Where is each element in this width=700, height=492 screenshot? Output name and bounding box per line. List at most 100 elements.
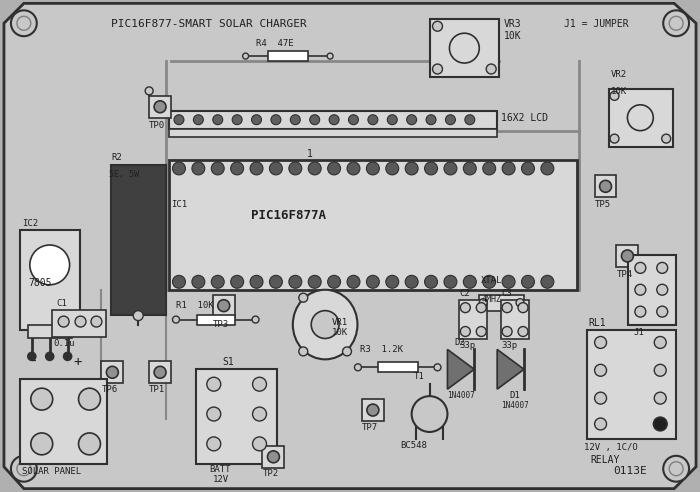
Circle shape (17, 16, 31, 30)
Circle shape (518, 327, 528, 337)
Circle shape (31, 388, 52, 410)
Text: R4  47E: R4 47E (256, 39, 293, 48)
Text: 1: 1 (307, 149, 313, 158)
Text: 7805: 7805 (28, 278, 52, 288)
Text: C3: C3 (501, 289, 512, 298)
Circle shape (465, 115, 475, 124)
Text: VR3: VR3 (504, 19, 522, 30)
Circle shape (106, 367, 118, 378)
Text: IC1: IC1 (171, 200, 187, 209)
Circle shape (289, 162, 302, 175)
Circle shape (193, 115, 203, 124)
Text: J1 = JUMPER: J1 = JUMPER (564, 19, 629, 30)
Circle shape (28, 352, 36, 360)
Circle shape (243, 53, 248, 59)
Circle shape (211, 276, 224, 288)
Circle shape (483, 162, 496, 175)
Circle shape (654, 392, 666, 404)
Circle shape (172, 316, 179, 323)
Bar (587, 330, 676, 439)
Circle shape (31, 433, 52, 455)
Text: T1: T1 (414, 372, 425, 381)
Circle shape (502, 276, 515, 288)
Polygon shape (447, 349, 475, 389)
Text: 10K: 10K (332, 328, 348, 337)
Text: R1  10K: R1 10K (176, 301, 214, 309)
Circle shape (594, 418, 606, 430)
Circle shape (312, 310, 339, 338)
Bar (608, 89, 673, 147)
Circle shape (461, 303, 470, 312)
Text: 0113E: 0113E (613, 466, 648, 476)
Circle shape (367, 404, 379, 416)
Circle shape (252, 316, 259, 323)
Text: 5E, 5W: 5E, 5W (109, 170, 139, 180)
Circle shape (405, 162, 418, 175)
Text: R2: R2 (111, 154, 122, 162)
Circle shape (206, 407, 220, 421)
Circle shape (610, 92, 619, 100)
Circle shape (434, 364, 441, 371)
Circle shape (206, 377, 220, 391)
Circle shape (486, 64, 496, 74)
Circle shape (663, 10, 689, 36)
Bar (52, 309, 106, 338)
Bar (169, 111, 497, 129)
Circle shape (622, 250, 634, 262)
Text: D2: D2 (454, 338, 466, 347)
Circle shape (653, 417, 667, 431)
Circle shape (425, 162, 438, 175)
Circle shape (299, 293, 308, 302)
Text: 33p: 33p (459, 341, 475, 350)
Circle shape (461, 327, 470, 337)
Circle shape (522, 276, 535, 288)
Circle shape (433, 64, 442, 74)
Circle shape (444, 162, 457, 175)
Circle shape (206, 437, 220, 451)
Circle shape (253, 437, 267, 451)
Circle shape (270, 162, 282, 175)
Circle shape (270, 276, 282, 288)
Circle shape (271, 115, 281, 124)
Circle shape (502, 303, 512, 312)
Circle shape (232, 115, 242, 124)
Circle shape (145, 87, 153, 95)
Circle shape (46, 352, 54, 360)
Bar (430, 19, 499, 77)
Bar (501, 300, 529, 339)
Circle shape (64, 352, 71, 360)
Text: R3  1.2K: R3 1.2K (360, 345, 403, 354)
Circle shape (426, 115, 436, 124)
Circle shape (405, 276, 418, 288)
Text: VR2: VR2 (610, 70, 626, 79)
Circle shape (327, 53, 333, 59)
Text: C1: C1 (57, 299, 67, 308)
Ellipse shape (293, 290, 358, 359)
Text: RL1: RL1 (589, 317, 606, 328)
Bar (480, 295, 524, 310)
Circle shape (412, 396, 447, 432)
Text: BATT: BATT (209, 465, 230, 474)
Bar (197, 314, 234, 325)
Text: 10K: 10K (610, 87, 626, 96)
Bar (28, 325, 71, 338)
Text: 0.1u: 0.1u (54, 339, 75, 348)
Bar (269, 51, 308, 61)
Text: TP4: TP4 (617, 270, 633, 279)
Circle shape (657, 284, 668, 295)
Text: 1N4007: 1N4007 (447, 391, 475, 400)
Circle shape (78, 433, 100, 455)
Text: TP1: TP1 (149, 385, 165, 394)
Circle shape (309, 115, 320, 124)
Circle shape (635, 284, 646, 295)
Circle shape (366, 162, 379, 175)
Circle shape (407, 115, 416, 124)
Circle shape (669, 16, 683, 30)
Text: TP2: TP2 (262, 469, 279, 478)
Circle shape (11, 456, 37, 482)
Text: PIC16F877-SMART SOLAR CHARGER: PIC16F877-SMART SOLAR CHARGER (111, 19, 307, 30)
Text: C2: C2 (459, 289, 470, 298)
Bar (196, 369, 277, 464)
Circle shape (328, 276, 341, 288)
Circle shape (290, 115, 300, 124)
